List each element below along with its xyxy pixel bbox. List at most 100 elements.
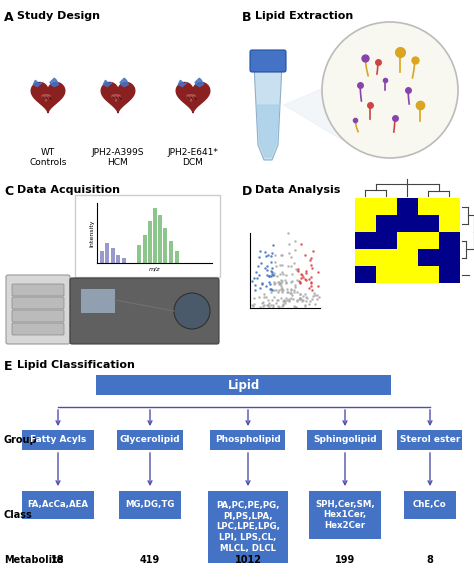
- Text: 419: 419: [140, 555, 160, 565]
- Text: A: A: [4, 11, 14, 24]
- FancyBboxPatch shape: [12, 284, 64, 296]
- Bar: [355, 232, 376, 249]
- FancyBboxPatch shape: [250, 50, 286, 72]
- Text: Glycerolipid: Glycerolipid: [120, 436, 180, 444]
- FancyBboxPatch shape: [97, 375, 392, 395]
- Bar: [397, 249, 418, 266]
- Bar: [158, 215, 162, 263]
- Bar: [137, 245, 141, 263]
- Circle shape: [322, 22, 458, 158]
- Bar: [143, 235, 147, 263]
- FancyBboxPatch shape: [309, 491, 381, 539]
- Bar: [418, 198, 439, 215]
- Text: m/z: m/z: [149, 267, 160, 272]
- Polygon shape: [31, 83, 65, 113]
- Bar: [397, 266, 418, 283]
- Text: Group: Group: [4, 435, 37, 445]
- Text: Metabolite: Metabolite: [4, 555, 64, 565]
- FancyBboxPatch shape: [22, 491, 94, 519]
- Polygon shape: [103, 80, 112, 87]
- Text: Phospholipid: Phospholipid: [215, 436, 281, 444]
- Text: WT
Controls: WT Controls: [29, 148, 67, 167]
- Text: ChE,Co: ChE,Co: [413, 500, 447, 509]
- FancyBboxPatch shape: [12, 297, 64, 309]
- Text: C: C: [4, 185, 13, 198]
- FancyBboxPatch shape: [208, 491, 288, 563]
- FancyBboxPatch shape: [404, 491, 456, 519]
- Bar: [376, 249, 397, 266]
- Bar: [111, 248, 115, 263]
- Bar: [376, 232, 397, 249]
- Bar: [418, 215, 439, 232]
- Text: PA,PC,PE,PG,
PI,PS,LPA,
LPC,LPE,LPG,
LPI, LPS,CL,
MLCL, DLCL: PA,PC,PE,PG, PI,PS,LPA, LPC,LPE,LPG, LPI…: [216, 501, 280, 553]
- FancyBboxPatch shape: [308, 430, 383, 450]
- Polygon shape: [80, 277, 176, 280]
- Text: B: B: [242, 11, 252, 24]
- Polygon shape: [284, 80, 342, 140]
- Bar: [397, 232, 418, 249]
- Text: 18: 18: [51, 555, 65, 565]
- Bar: [376, 266, 397, 283]
- Text: 1012: 1012: [235, 555, 262, 565]
- Polygon shape: [50, 78, 58, 87]
- Bar: [122, 258, 126, 263]
- Polygon shape: [176, 83, 210, 113]
- Text: D: D: [242, 185, 252, 198]
- Bar: [418, 266, 439, 283]
- FancyBboxPatch shape: [210, 430, 285, 450]
- FancyBboxPatch shape: [80, 288, 115, 313]
- Bar: [355, 266, 376, 283]
- FancyBboxPatch shape: [75, 195, 220, 277]
- Polygon shape: [120, 78, 128, 87]
- Polygon shape: [178, 80, 187, 87]
- Circle shape: [174, 293, 210, 329]
- Bar: [376, 215, 397, 232]
- Bar: [163, 228, 167, 263]
- Text: Fatty Acyls: Fatty Acyls: [30, 436, 86, 444]
- Text: Data Acquisition: Data Acquisition: [17, 185, 120, 195]
- Polygon shape: [42, 95, 50, 101]
- Text: FA,AcCa,AEA: FA,AcCa,AEA: [27, 500, 89, 509]
- Bar: [100, 251, 104, 263]
- Bar: [439, 232, 460, 249]
- FancyBboxPatch shape: [117, 430, 183, 450]
- Text: SPH,Cer,SM,
Hex1Cer,
Hex2Cer: SPH,Cer,SM, Hex1Cer, Hex2Cer: [315, 500, 375, 530]
- Bar: [355, 215, 376, 232]
- Bar: [439, 198, 460, 215]
- Bar: [418, 232, 439, 249]
- Bar: [439, 249, 460, 266]
- Text: 199: 199: [335, 555, 355, 565]
- Text: JPH2-E641*
DCM: JPH2-E641* DCM: [168, 148, 219, 167]
- Polygon shape: [33, 80, 42, 87]
- Polygon shape: [187, 95, 195, 101]
- Bar: [397, 198, 418, 215]
- Text: E: E: [4, 360, 12, 373]
- Polygon shape: [195, 78, 203, 87]
- Text: Sterol ester: Sterol ester: [400, 436, 460, 444]
- Text: JPH2-A399S
HCM: JPH2-A399S HCM: [92, 148, 144, 167]
- Bar: [355, 249, 376, 266]
- Bar: [105, 243, 109, 263]
- Bar: [418, 249, 439, 266]
- Bar: [439, 215, 460, 232]
- FancyBboxPatch shape: [12, 323, 64, 335]
- Text: Intensity: Intensity: [89, 219, 94, 247]
- FancyBboxPatch shape: [6, 275, 70, 344]
- Text: Data Analysis: Data Analysis: [255, 185, 340, 195]
- Text: Class: Class: [4, 510, 33, 520]
- Text: MG,DG,TG: MG,DG,TG: [125, 500, 175, 509]
- Bar: [169, 241, 173, 263]
- Polygon shape: [101, 83, 135, 113]
- Bar: [439, 266, 460, 283]
- Bar: [116, 255, 120, 263]
- Bar: [355, 198, 376, 215]
- Text: Lipid Classification: Lipid Classification: [17, 360, 135, 370]
- Text: Lipid Extraction: Lipid Extraction: [255, 11, 353, 21]
- Polygon shape: [112, 95, 120, 101]
- Bar: [175, 251, 179, 263]
- Text: Study Design: Study Design: [17, 11, 100, 21]
- Polygon shape: [254, 65, 282, 160]
- Text: Sphingolipid: Sphingolipid: [313, 436, 377, 444]
- FancyBboxPatch shape: [12, 310, 64, 322]
- Bar: [397, 215, 418, 232]
